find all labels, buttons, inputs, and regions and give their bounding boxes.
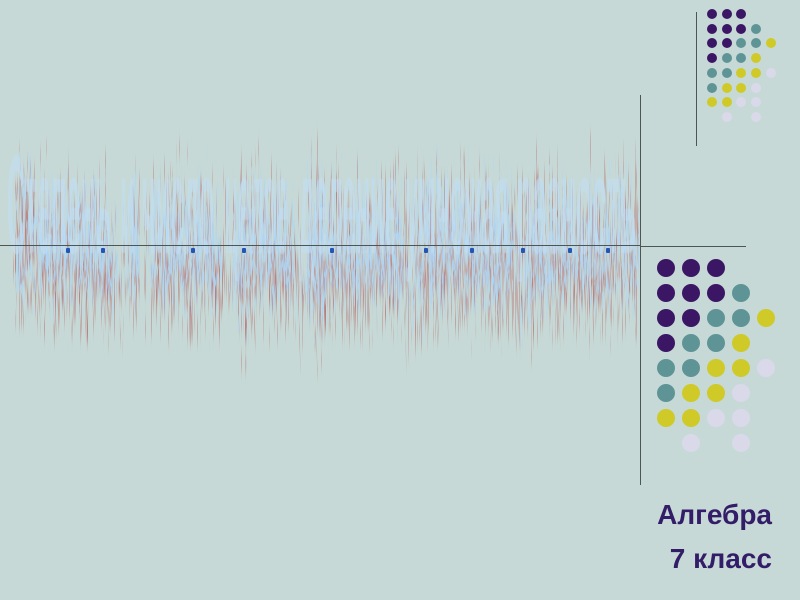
svg-text:целое: целое bbox=[225, 127, 288, 284]
svg-text:число: число bbox=[142, 128, 214, 284]
svg-text:разность: разность bbox=[516, 128, 636, 284]
svg-text:деление: деление bbox=[299, 128, 398, 284]
svg-text:умножая: умножая bbox=[405, 128, 509, 284]
svg-text:Степень: Степень bbox=[7, 128, 111, 284]
svg-text:и: и bbox=[120, 128, 136, 284]
